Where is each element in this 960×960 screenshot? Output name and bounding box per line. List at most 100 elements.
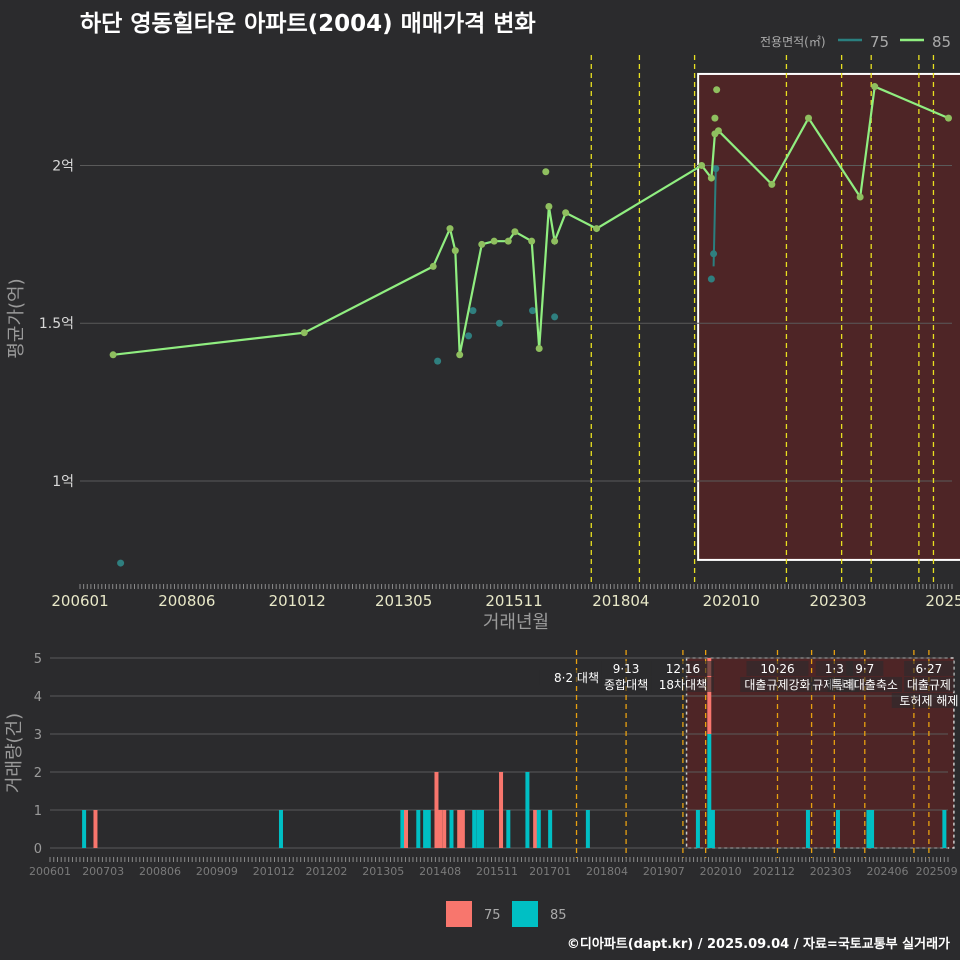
top-x-tick-label: 202010 — [703, 592, 760, 610]
annotation-bg — [651, 661, 714, 676]
annotation-bg — [846, 661, 884, 676]
bottom-x-tick-label: 202509 — [916, 865, 958, 878]
series-85-point — [478, 240, 486, 248]
policy-annotation: 9·7 — [855, 662, 874, 676]
bottom-x-tick-label: 201907 — [643, 865, 685, 878]
annotation-bg — [827, 677, 902, 692]
bottom-x-tick-label: 201012 — [253, 865, 295, 878]
bottom-x-tick-label: 201701 — [529, 865, 571, 878]
series-85-point — [562, 209, 570, 217]
series-85-point — [768, 180, 776, 188]
series-75-point — [469, 307, 477, 315]
top-x-axis-title: 거래년월 — [483, 612, 549, 633]
series-85-point — [871, 83, 879, 91]
policy-annotation: 8·2 대책 — [554, 670, 599, 685]
legend-bottom-85-swatch — [512, 901, 538, 927]
series-85-point — [545, 202, 553, 210]
annotation-bg — [891, 693, 960, 708]
series-75-point — [712, 165, 720, 173]
bar-85 — [423, 810, 428, 848]
top-y-tick-label: 1.5억 — [39, 316, 74, 332]
highlight-box — [697, 72, 960, 561]
bar-85 — [536, 810, 541, 848]
bar-85 — [416, 810, 421, 848]
annotation-bg — [740, 677, 815, 692]
legend-bottom-85-label: 85 — [550, 908, 567, 923]
bar-85 — [870, 810, 875, 848]
top-y-tick-label: 1억 — [52, 474, 74, 490]
bottom-x-tick-label: 201511 — [476, 865, 518, 878]
annotation-bg — [904, 661, 954, 676]
bottom-y-tick-label: 1 — [34, 804, 42, 819]
annotation-bg — [746, 661, 809, 676]
series-75-point — [707, 275, 715, 283]
series-85-point — [446, 225, 454, 233]
bar-85 — [476, 810, 481, 848]
policy-annotation: 대출규제강화 — [744, 678, 810, 692]
bar-85 — [695, 810, 700, 848]
bar-85 — [426, 810, 431, 848]
bottom-y-tick-label: 3 — [34, 728, 42, 743]
bottom-x-tick-label: 202303 — [810, 865, 852, 878]
top-x-tick-label: 201511 — [485, 592, 542, 610]
series-75-point — [434, 357, 442, 365]
legend-bottom-75-label: 75 — [484, 908, 501, 923]
policy-annotation: 토허제 해제 — [899, 694, 958, 708]
series-75-point — [551, 313, 559, 321]
bar-75 — [93, 810, 98, 848]
top-x-tick-label: 201804 — [592, 592, 649, 610]
top-x-tick-label: 2025 — [925, 592, 960, 610]
bottom-x-tick-label: 200806 — [139, 865, 181, 878]
series-85-point — [542, 168, 550, 176]
chart-title: 하단 영동힐타운 아파트(2004) 매매가격 변화 — [80, 11, 536, 37]
policy-annotation: 12·16 — [666, 662, 700, 676]
bar-85 — [479, 810, 484, 848]
bottom-y-tick-label: 4 — [34, 690, 42, 705]
bar-75 — [442, 810, 447, 848]
bar-85 — [835, 810, 840, 848]
series-85-point — [535, 344, 543, 352]
series-75-point — [495, 319, 503, 327]
bar-85 — [278, 810, 283, 848]
policy-annotation: 특례대출축소 — [832, 678, 898, 692]
series-75-point — [117, 559, 125, 567]
series-85-point — [944, 114, 952, 122]
series-85-point — [856, 193, 864, 201]
bar-75 — [499, 772, 504, 848]
bar-85 — [449, 810, 454, 848]
bar-85 — [400, 810, 405, 848]
bar-85 — [472, 810, 477, 848]
series-85-point — [551, 237, 559, 245]
series-85-point — [707, 174, 715, 182]
policy-annotation: 종합대책 — [604, 677, 648, 692]
series-85-point — [511, 228, 519, 236]
series-75-point — [710, 250, 718, 258]
series-85-point — [805, 114, 813, 122]
bottom-x-tick-label: 202406 — [867, 865, 909, 878]
bar-75 — [438, 810, 443, 848]
annotation-bg — [601, 661, 651, 676]
bottom-x-tick-label: 201202 — [305, 865, 347, 878]
series-85-point — [711, 114, 719, 122]
annotation-bg — [601, 677, 651, 692]
bottom-x-tick-label: 201804 — [586, 865, 628, 878]
bottom-y-tick-label: 5 — [34, 652, 42, 667]
bar-85 — [707, 734, 712, 848]
bar-85 — [942, 810, 947, 848]
series-85-point — [528, 237, 536, 245]
legend-75-label: 75 — [870, 33, 889, 51]
series-85-point — [451, 247, 459, 255]
bar-75 — [457, 810, 462, 848]
bottom-y-axis-title: 거래량(건) — [4, 713, 25, 793]
policy-annotation: 18차대책 — [659, 677, 707, 692]
bar-75 — [434, 772, 439, 848]
top-x-tick-label: 201305 — [375, 592, 432, 610]
bottom-x-tick-label: 202010 — [700, 865, 742, 878]
series-85-point — [713, 86, 721, 94]
annotation-bg — [904, 677, 954, 692]
bar-85 — [506, 810, 511, 848]
bar-85 — [585, 810, 590, 848]
top-y-axis-title: 평균가(억) — [6, 278, 27, 358]
series-85-point — [698, 161, 706, 169]
